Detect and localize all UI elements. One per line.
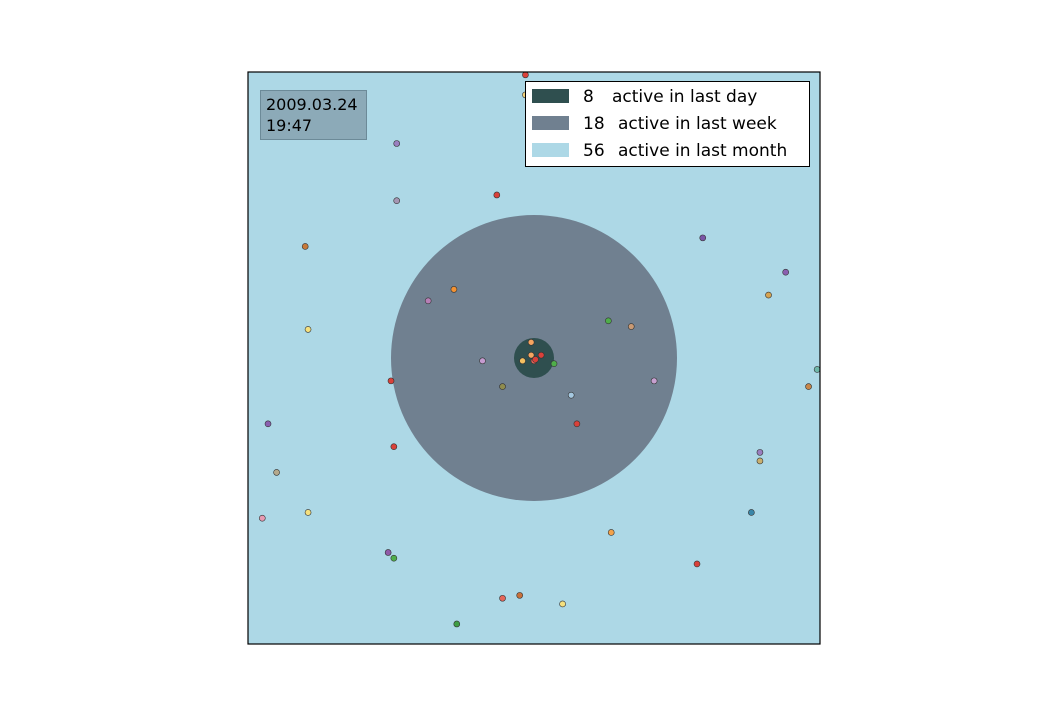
user-point [393,140,401,147]
legend-count-month: 56 [583,141,605,161]
user-point [516,592,524,599]
legend-swatch-month [532,143,569,157]
timestamp-box: 2009.03.24 19:47 [260,90,367,140]
user-point [499,594,506,602]
legend: 8 active in last day 18 active in last w… [525,81,810,167]
user-point [650,377,658,385]
user-point [450,286,458,293]
user-point [607,529,615,536]
user-point [264,420,272,428]
user-point [519,357,526,365]
user-point [301,243,309,250]
legend-label-month: active in last month [618,141,787,161]
user-point [748,509,755,516]
timestamp-date: 2009.03.24 [266,95,358,114]
legend-frame [525,81,810,167]
legend-label-week: active in last week [618,114,777,134]
user-point [573,420,581,428]
user-point [550,360,558,368]
user-point [387,377,395,385]
user-point [258,514,266,522]
user-point [527,338,535,346]
user-points [258,72,820,628]
user-point [393,197,401,204]
user-point [527,351,535,359]
user-point [493,191,501,199]
user-point [693,560,701,568]
user-point [765,291,772,299]
user-point [756,449,764,456]
user-point [782,268,789,276]
user-point [424,297,432,305]
timestamp-time: 19:47 [266,116,312,135]
user-point [756,457,764,465]
user-point [390,554,398,562]
user-point [304,326,312,333]
axes-frame [247,71,821,645]
user-point [453,620,461,628]
user-point [699,234,707,242]
user-point [627,323,635,330]
legend-label-day: active in last day [612,87,757,107]
legend-swatch-week [532,116,569,130]
user-point [805,383,812,390]
user-point [605,317,612,325]
user-point [499,383,506,390]
legend-count-week: 18 [583,114,605,134]
user-point [479,357,486,365]
legend-swatch-day [532,89,569,103]
legend-count-day: 8 [583,87,594,107]
user-point [273,469,280,476]
timestamp-background [260,90,367,140]
user-point [522,72,529,79]
user-point [559,600,566,608]
user-point [567,391,575,399]
user-point [537,351,545,359]
user-point [390,443,398,450]
user-point [384,549,392,556]
user-point [532,356,539,363]
user-point [813,366,820,373]
user-point [304,509,312,516]
